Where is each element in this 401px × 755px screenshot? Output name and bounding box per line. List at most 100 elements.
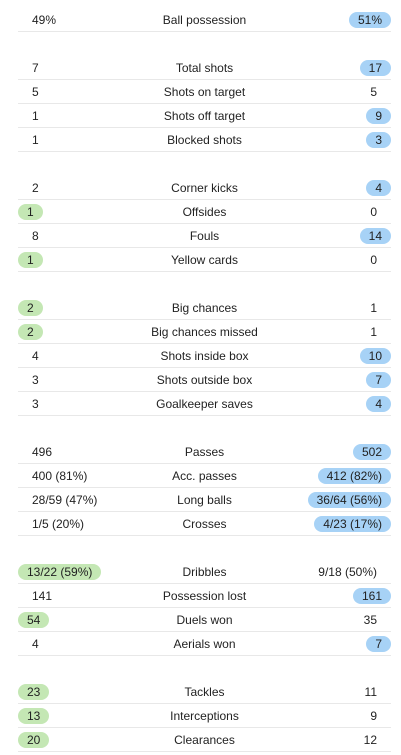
- home-value: 20: [18, 731, 50, 748]
- away-value: 161: [352, 587, 391, 604]
- away-value: 36/64 (56%): [307, 491, 391, 508]
- stat-label: Shots outside box: [156, 372, 253, 387]
- home-value: 13: [18, 707, 50, 724]
- away-value: 14: [359, 227, 391, 244]
- stat-group: 7 Total shots 17 5 Shots on target 5 1 Shots of…: [18, 56, 391, 152]
- home-value: 54: [18, 611, 50, 628]
- stat-label: Passes: [184, 444, 225, 459]
- home-value: 1: [32, 132, 39, 147]
- away-value: 12: [363, 732, 377, 747]
- away-value: 3: [366, 131, 391, 148]
- away-value: 11: [364, 684, 377, 699]
- home-value: 400 (81%): [32, 468, 88, 483]
- home-value: 2: [18, 323, 43, 340]
- stat-row: 13 Interceptions 9: [18, 704, 391, 728]
- stat-row: 1 Offsides 0: [18, 200, 391, 224]
- stat-group: 2 Corner kicks 4 1 Offsides 0 8 Fouls 14 1 Yellow …: [18, 176, 391, 272]
- stat-label: Interceptions: [170, 708, 239, 723]
- home-value: 49%: [32, 12, 57, 27]
- stat-label: Aerials won: [173, 636, 236, 651]
- stat-row: 2 Big chances missed 1: [18, 320, 391, 344]
- away-value: 4/23 (17%): [314, 515, 391, 532]
- stat-row: 23 Tackles 11: [18, 680, 391, 704]
- stat-label: Shots inside box: [160, 348, 249, 363]
- stat-label: Yellow cards: [171, 252, 238, 267]
- stat-row: 3 Shots outside box 7: [18, 368, 391, 392]
- home-value: 4: [32, 636, 39, 651]
- stat-label: Acc. passes: [172, 468, 237, 483]
- away-value: 1: [370, 324, 377, 339]
- home-value: 1: [18, 251, 43, 268]
- home-value: 8: [32, 228, 39, 243]
- stat-row: 20 Clearances 12: [18, 728, 391, 752]
- stat-label: Long balls: [177, 492, 232, 507]
- home-value: 4: [32, 348, 39, 363]
- home-value: 3: [32, 396, 39, 411]
- stat-row: 4 Shots inside box 10: [18, 344, 391, 368]
- away-value: 4: [366, 395, 391, 412]
- stat-group: 23 Tackles 11 13 Interceptions 9 20 Clearances 1…: [18, 680, 391, 752]
- away-value: 7: [366, 371, 391, 388]
- home-value: 2: [32, 180, 39, 195]
- stat-group: 49% Ball possession 51%: [18, 8, 391, 32]
- home-value: 1: [18, 203, 43, 220]
- stat-row: 8 Fouls 14: [18, 224, 391, 248]
- stat-row: 2 Big chances 1: [18, 296, 391, 320]
- stat-row: 5 Shots on target 5: [18, 80, 391, 104]
- stat-label: Total shots: [175, 60, 234, 75]
- stat-label: Clearances: [174, 732, 235, 747]
- stat-label: Ball possession: [162, 12, 247, 27]
- stat-label: Tackles: [184, 684, 225, 699]
- away-value: 9: [370, 708, 377, 723]
- home-value: 496: [32, 444, 53, 459]
- stat-label: Dribbles: [182, 564, 227, 579]
- home-value: 3: [32, 372, 39, 387]
- away-value: 17: [359, 59, 391, 76]
- stat-label: Goalkeeper saves: [156, 396, 253, 411]
- stat-row: 2 Corner kicks 4: [18, 176, 391, 200]
- stat-label: Shots on target: [163, 84, 246, 99]
- stat-label: Fouls: [189, 228, 220, 243]
- home-value: 1/5 (20%): [32, 516, 85, 531]
- away-value: 4: [366, 179, 391, 196]
- home-value: 13/22 (59%): [18, 563, 102, 580]
- stat-row: 28/59 (47%) Long balls 36/64 (56%): [18, 488, 391, 512]
- stat-group: 2 Big chances 1 2 Big chances missed 1 4 Shots …: [18, 296, 391, 416]
- stat-row: 54 Duels won 35: [18, 608, 391, 632]
- stat-row: 400 (81%) Acc. passes 412 (82%): [18, 464, 391, 488]
- stat-row: 141 Possession lost 161: [18, 584, 391, 608]
- stat-label: Big chances: [171, 300, 238, 315]
- stat-label: Big chances missed: [151, 324, 258, 339]
- stat-label: Offsides: [182, 204, 227, 219]
- stat-label: Duels won: [176, 612, 233, 627]
- away-value: 9/18 (50%): [318, 564, 377, 579]
- away-value: 0: [370, 252, 377, 267]
- home-value: 7: [32, 60, 39, 75]
- away-value: 412 (82%): [317, 467, 391, 484]
- home-value: 141: [32, 588, 53, 603]
- away-value: 51%: [348, 11, 391, 28]
- stat-label: Crosses: [182, 516, 227, 531]
- away-value: 7: [366, 635, 391, 652]
- stat-row: 1/5 (20%) Crosses 4/23 (17%): [18, 512, 391, 536]
- stat-group: 496 Passes 502 400 (81%) Acc. passes 412 (82%…: [18, 440, 391, 536]
- away-value: 1: [370, 300, 377, 315]
- stat-row: 13/22 (59%) Dribbles 9/18 (50%): [18, 560, 391, 584]
- home-value: 1: [32, 108, 39, 123]
- away-value: 502: [352, 443, 391, 460]
- home-value: 23: [18, 683, 50, 700]
- away-value: 10: [359, 347, 391, 364]
- stat-row: 7 Total shots 17: [18, 56, 391, 80]
- stat-label: Blocked shots: [167, 132, 242, 147]
- stat-row: 4 Aerials won 7: [18, 632, 391, 656]
- home-value: 28/59 (47%): [32, 492, 98, 507]
- home-value: 2: [18, 299, 43, 316]
- stat-row: 3 Goalkeeper saves 4: [18, 392, 391, 416]
- home-value: 5: [32, 84, 39, 99]
- stat-label: Shots off target: [163, 108, 246, 123]
- away-value: 9: [366, 107, 391, 124]
- away-value: 35: [363, 612, 377, 627]
- stat-row: 1 Blocked shots 3: [18, 128, 391, 152]
- stat-row: 1 Yellow cards 0: [18, 248, 391, 272]
